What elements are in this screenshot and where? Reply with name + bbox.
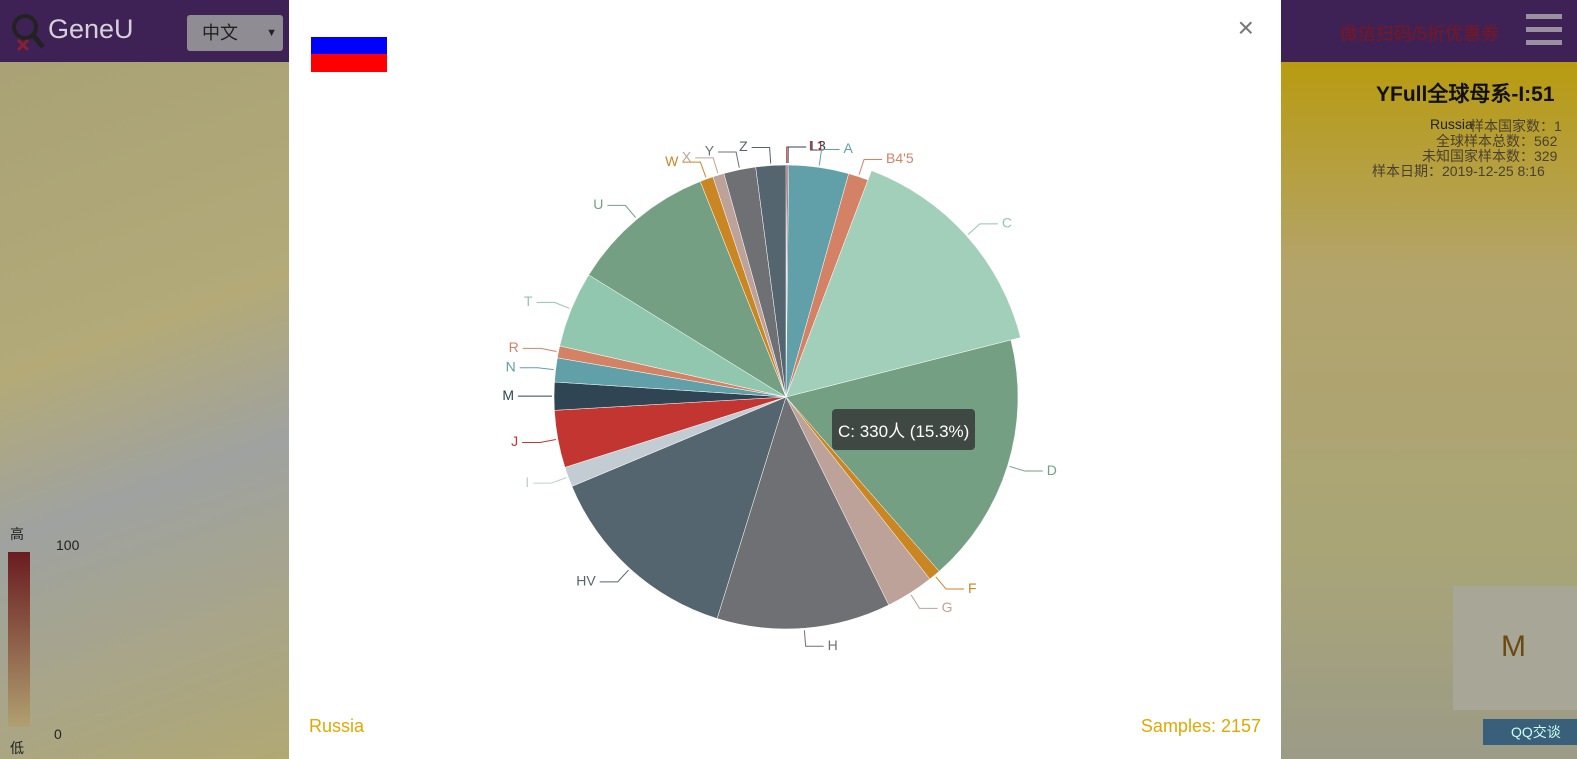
language-select[interactable]: 中文 ▼ [187, 15, 283, 51]
label-line [787, 146, 807, 164]
label-line [786, 146, 805, 164]
panel-info: 全球样本总数：562 [1436, 133, 1558, 149]
slice-label: F [968, 580, 977, 596]
slice-label: C [1002, 215, 1012, 231]
slice-label: R [509, 339, 519, 355]
pie-slice[interactable] [755, 164, 787, 398]
logo-icon [12, 14, 45, 52]
label-line [967, 223, 998, 235]
label-line [751, 147, 772, 164]
legend-bar [8, 552, 30, 727]
label-line [818, 149, 840, 166]
top-bar [1281, 0, 1577, 62]
promo[interactable]: 微信扫码/5折优惠券 [1340, 24, 1500, 44]
pie-slice[interactable] [571, 396, 787, 619]
label-line [522, 439, 556, 443]
slice-label: L1 [809, 138, 825, 154]
legend-label: 低 [10, 740, 24, 756]
slice-label: T [524, 293, 533, 309]
label-line [858, 158, 883, 175]
slice-label: X [682, 149, 692, 165]
panel-country: Russia [1430, 116, 1473, 132]
slice-label: Z [739, 138, 748, 154]
top-bar: GeneU 中文 ▼ [0, 0, 289, 62]
label-line [522, 347, 557, 352]
legend-label: 0 [54, 726, 62, 742]
slice-label: A [844, 140, 854, 156]
label-line [607, 204, 637, 218]
label-line [695, 157, 719, 174]
slice-label: G [942, 599, 953, 615]
slice-label: HV [576, 573, 596, 589]
slice-label: W [665, 153, 679, 169]
slice-label: B4'5 [886, 150, 914, 166]
label-line [935, 576, 965, 590]
samples-label: Samples: 2157 [1140, 716, 1261, 736]
language: 中文 [202, 23, 238, 43]
pie-slice[interactable] [716, 396, 890, 630]
label-line [910, 594, 938, 609]
slice-label: D [1047, 462, 1057, 478]
menu-icon[interactable] [1526, 14, 1562, 46]
country-label: Russia [309, 716, 365, 736]
panel-info: 未知国家样本数：329 [1422, 148, 1558, 164]
chat-button[interactable]: QQ交谈 [1483, 719, 1577, 745]
label-line [533, 477, 567, 484]
flag [311, 37, 387, 72]
label-line [536, 301, 570, 309]
pie-slice[interactable] [785, 339, 1019, 572]
slice-label: H [828, 637, 838, 653]
map[interactable] [0, 62, 289, 759]
slice-label: U [593, 196, 603, 212]
label-line [682, 161, 707, 178]
qr-code: M [1453, 586, 1577, 710]
panel-info: 样本国家数：1 [1470, 118, 1562, 134]
dropdown-arrow: ▼ [266, 27, 277, 39]
label-line [599, 569, 629, 583]
slice-label: I [525, 474, 529, 490]
slice-label: J [511, 433, 518, 449]
tooltip: C: 330人 (15.3%) [832, 409, 976, 450]
slice-label: L3 [810, 138, 826, 154]
label-line [1009, 465, 1043, 472]
label-line [718, 151, 740, 168]
slice-label: N [506, 358, 516, 374]
slice-label: M [502, 387, 514, 403]
legend-label: 高 [10, 526, 24, 542]
slice-label: Y [705, 143, 715, 159]
close-button[interactable]: × [1237, 12, 1254, 43]
panel-info: 样本日期：2019-12-25 8:16 [1372, 163, 1545, 179]
pie-slice[interactable] [588, 181, 787, 398]
label-line [803, 630, 824, 647]
logo[interactable]: GeneU [48, 14, 134, 44]
legend-label: 100 [56, 537, 80, 553]
label-line [519, 367, 554, 371]
pie-slice[interactable] [785, 170, 1021, 398]
qr-text: M [1501, 630, 1526, 663]
panel-title: YFull全球母系-I:51 [1376, 83, 1555, 106]
